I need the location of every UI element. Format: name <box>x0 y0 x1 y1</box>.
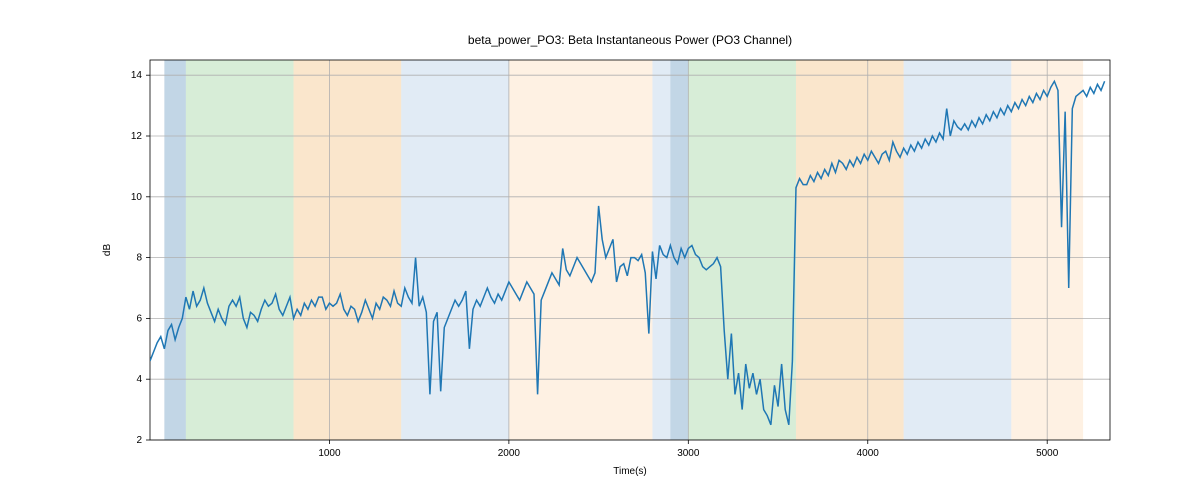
ytick-label: 10 <box>131 192 143 203</box>
band-region <box>186 60 294 440</box>
line-chart: 1000 2000 3000 4000 5000 2 4 6 8 10 12 14 Time(s) dB b… <box>0 0 1200 500</box>
chart-title: beta_power_PO3: Beta Instantaneous Power… <box>468 33 792 47</box>
ytick-label: 2 <box>136 435 142 446</box>
band-region <box>509 60 653 440</box>
band-region <box>401 60 509 440</box>
xtick-label: 5000 <box>1036 448 1059 459</box>
xlabel: Time(s) <box>613 466 647 477</box>
xtick-label: 1000 <box>318 448 341 459</box>
band-region <box>796 60 904 440</box>
band-region <box>904 60 1012 440</box>
ytick-label: 14 <box>131 70 143 81</box>
ytick-label: 6 <box>136 313 142 324</box>
chart-container: 1000 2000 3000 4000 5000 2 4 6 8 10 12 14 Time(s) dB b… <box>0 0 1200 500</box>
xtick-label: 2000 <box>498 448 521 459</box>
band-region <box>294 60 402 440</box>
ytick-label: 4 <box>136 374 142 385</box>
band-region <box>670 60 688 440</box>
xtick-label: 3000 <box>677 448 700 459</box>
band-region <box>164 60 186 440</box>
ytick-label: 12 <box>131 131 143 142</box>
plot-area: 1000 2000 3000 4000 5000 2 4 6 8 10 12 14 Time(s) dB b… <box>102 33 1110 477</box>
ylabel: dB <box>102 244 113 257</box>
ytick-label: 8 <box>136 253 142 264</box>
xtick-label: 4000 <box>857 448 880 459</box>
